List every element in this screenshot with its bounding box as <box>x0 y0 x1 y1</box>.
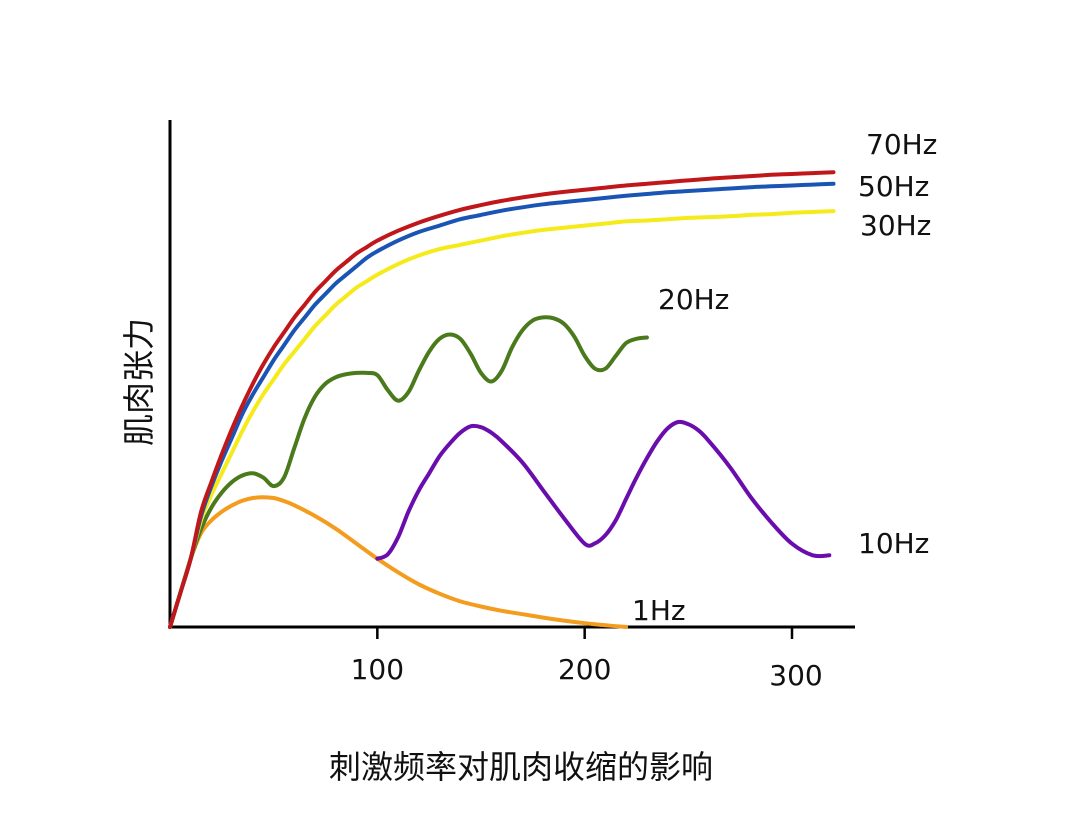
tick-labels: 100 200 300 <box>351 653 823 692</box>
series-labels: 70Hz 50Hz 30Hz 20Hz 10Hz 1Hz <box>632 128 937 627</box>
series-line-50hz <box>168 181 836 629</box>
series-line-30hz <box>168 209 836 629</box>
series-line-20hz <box>168 315 649 629</box>
series-line-1hz <box>168 495 629 629</box>
x-tick-label: 100 <box>351 653 404 686</box>
series-line-10hz <box>375 419 832 561</box>
series-label-10hz: 10Hz <box>858 527 929 560</box>
chart-title: 刺激频率对肌肉收缩的影响 <box>329 748 713 786</box>
series-label-50hz: 50Hz <box>858 170 929 203</box>
y-axis-title: 肌肉张力 <box>120 318 158 446</box>
series-label-20hz: 20Hz <box>658 283 729 316</box>
series-label-70hz: 70Hz <box>866 128 937 161</box>
series-label-30hz: 30Hz <box>860 209 931 242</box>
x-tick-label: 200 <box>558 653 611 686</box>
series-lines <box>168 170 836 629</box>
axes <box>168 120 855 639</box>
x-tick-label: 300 <box>769 659 822 692</box>
series-label-1hz: 1Hz <box>632 594 686 627</box>
series-line-70hz <box>168 170 836 629</box>
